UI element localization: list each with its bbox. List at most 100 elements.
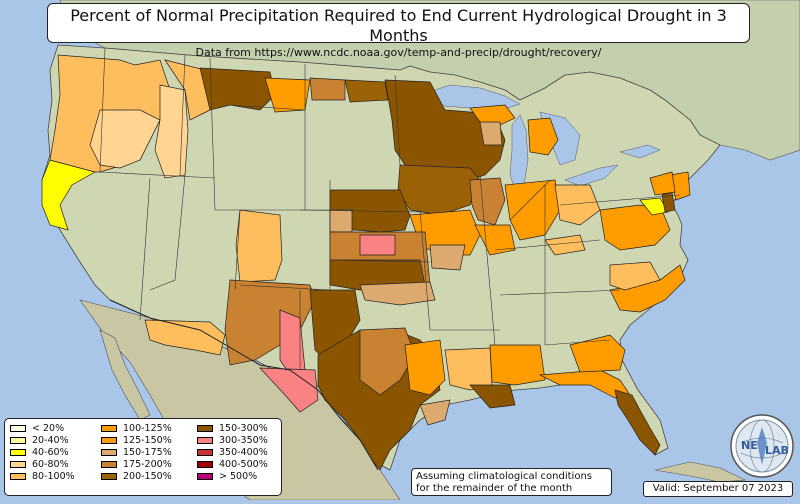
region-kentucky-80-100: [544, 234, 586, 256]
legend-item: 300-350%: [197, 434, 268, 446]
lake-ontario: [619, 144, 661, 159]
legend-item: 400-500%: [197, 458, 268, 470]
legend-item: 100-125%: [101, 422, 172, 434]
legend-item: > 500%: [197, 470, 268, 482]
legend-swatch: [10, 460, 26, 468]
legend-swatch: [101, 424, 117, 432]
legend-swatch: [101, 448, 117, 456]
region-ohio-100-125: [554, 184, 601, 226]
region-oklahoma-east-150-175: [359, 281, 436, 306]
logo-text-left: NE: [741, 439, 758, 452]
region-maryland-40-60: [639, 197, 669, 216]
legend-item: 150-300%: [197, 422, 268, 434]
region-carolinas-100-125: [609, 264, 686, 313]
region-nebraska-west-150-175: [329, 209, 353, 233]
legend-label: 400-500%: [219, 458, 268, 470]
legend-swatch: [101, 436, 117, 444]
region-texas-gulf-150-175: [419, 399, 451, 426]
legend-label: 175-200%: [123, 458, 172, 470]
legend-item: < 20%: [10, 422, 75, 434]
map-title: Percent of Normal Precipitation Required…: [70, 6, 727, 45]
legend-label: < 20%: [32, 422, 65, 434]
region-kansas-center-300-350: [359, 234, 396, 256]
legend-label: 20-40%: [32, 434, 69, 446]
legend-item: 125-150%: [101, 434, 172, 446]
region-montana-150-300: [199, 67, 276, 111]
region-colorado-80-100: [235, 209, 283, 283]
region-texas-east-100-125: [404, 339, 446, 396]
region-california-40-60: [41, 159, 96, 231]
region-nd-175-200: [344, 79, 389, 103]
title-box: Percent of Normal Precipitation Required…: [47, 3, 750, 59]
region-nm-texas-west-300-350: [259, 367, 319, 413]
legend-column-1: < 20% 20-40% 40-60% 60-80% 80-100%: [10, 422, 75, 482]
region-arizona-80-100: [144, 319, 226, 356]
region-ny-east-100-125: [649, 171, 676, 196]
legend-swatch: [101, 472, 117, 480]
assumption-note: Assuming climatological conditions for t…: [411, 468, 612, 496]
legend-label: > 500%: [219, 470, 258, 482]
legend: < 20% 20-40% 40-60% 60-80% 80-100% 100-1…: [4, 418, 282, 496]
legend-swatch: [197, 424, 213, 432]
legend-item: 60-80%: [10, 458, 75, 470]
region-idaho-60-80: [89, 109, 161, 169]
legend-label: 100-125%: [123, 422, 172, 434]
note-line-1: Assuming climatological conditions: [416, 471, 592, 482]
legend-item: 150-175%: [101, 446, 172, 458]
region-michigan-thumb-150-175: [479, 121, 503, 146]
legend-label: 300-350%: [219, 434, 268, 446]
legend-item: 175-200%: [101, 458, 172, 470]
map-subtitle: Data from https://www.ncdc.noaa.gov/temp…: [195, 46, 602, 59]
cuba-land: [654, 461, 747, 483]
region-virginia-100-125: [599, 204, 671, 251]
region-carolinas-inner-80-100: [609, 261, 661, 291]
legend-label: 60-80%: [32, 458, 69, 470]
legend-swatch: [197, 448, 213, 456]
region-georgia-100-125: [569, 334, 626, 373]
region-florida-peninsula-150-300: [614, 389, 661, 456]
valid-date: Valid: September 07 2023: [643, 481, 793, 497]
legend-swatch: [10, 448, 26, 456]
legend-item: 200-150%: [101, 470, 172, 482]
note-line-2: for the remainder of the month: [416, 483, 573, 494]
region-nd-north-175-200: [309, 77, 346, 101]
logo-bolt: [757, 427, 767, 465]
legend-label: 80-100%: [32, 470, 75, 482]
baja-land: [99, 329, 151, 421]
legend-swatch: [10, 436, 26, 444]
legend-item: 350-400%: [197, 446, 268, 458]
region-ms-al-100-125: [489, 344, 546, 386]
legend-item: 20-40%: [10, 434, 75, 446]
region-idaho-panhandle-60-80: [154, 84, 189, 179]
region-michigan-up-100-125: [469, 104, 516, 126]
drought-regions: [41, 54, 691, 471]
legend-swatch: [197, 472, 213, 480]
legend-swatch: [101, 460, 117, 468]
region-nw-montana-80-100: [164, 59, 211, 121]
region-louisiana-80-100: [444, 347, 493, 391]
legend-label: 150-175%: [123, 446, 172, 458]
us-mexico-border: [109, 299, 379, 471]
region-tn-150-175: [429, 244, 466, 271]
legend-swatch: [197, 460, 213, 468]
legend-swatch: [197, 436, 213, 444]
region-texas-center-175-200: [359, 327, 416, 396]
legend-swatch: [10, 424, 26, 432]
legend-swatch: [10, 472, 26, 480]
legend-column-2: 100-125% 125-150% 150-175% 175-200% 200-…: [101, 422, 172, 482]
legend-label: 200-150%: [123, 470, 172, 482]
legend-label: 150-300%: [219, 422, 268, 434]
legend-label: 125-150%: [123, 434, 172, 446]
legend-item: 40-60%: [10, 446, 75, 458]
nevlab-logo-icon: NE LAB: [729, 413, 795, 479]
state-boundaries: [99, 47, 681, 370]
logo-meridian: [749, 419, 775, 473]
lake-superior: [419, 84, 521, 113]
region-upper-midwest-150-300: [384, 79, 506, 181]
region-louisiana-south-150-300: [469, 384, 516, 409]
logo-text-right: LAB: [765, 444, 789, 457]
legend-label: 40-60%: [32, 446, 69, 458]
region-michigan-100-125: [527, 117, 559, 156]
